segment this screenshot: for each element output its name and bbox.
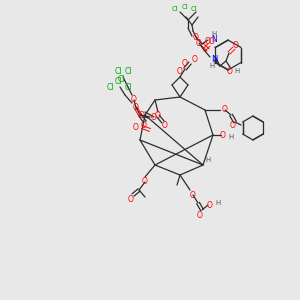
Text: O: O <box>133 103 139 112</box>
Text: Cl: Cl <box>114 68 122 76</box>
Text: Cl: Cl <box>190 6 197 12</box>
Text: O: O <box>227 68 233 76</box>
Text: N: N <box>211 56 217 64</box>
Text: O: O <box>182 58 188 68</box>
Text: Cl: Cl <box>117 74 125 83</box>
Text: O: O <box>209 37 215 46</box>
Text: O: O <box>177 67 183 76</box>
Text: H: H <box>209 63 214 69</box>
Text: O: O <box>190 190 196 200</box>
Text: H: H <box>228 134 234 140</box>
Text: O: O <box>193 32 199 41</box>
Text: O: O <box>205 38 211 46</box>
Text: O: O <box>141 122 147 130</box>
Text: Cl: Cl <box>124 68 132 76</box>
Text: H: H <box>234 68 240 74</box>
Text: O: O <box>133 122 139 131</box>
Text: H: H <box>212 31 217 37</box>
Text: N: N <box>211 34 217 43</box>
Text: O: O <box>230 122 236 130</box>
Text: O: O <box>196 38 202 47</box>
Text: O: O <box>162 122 168 130</box>
Text: O: O <box>197 211 203 220</box>
Text: H: H <box>215 200 220 206</box>
Text: Cl: Cl <box>114 76 122 85</box>
Text: O: O <box>131 95 137 104</box>
Text: O: O <box>128 196 134 205</box>
Text: O: O <box>192 56 198 64</box>
Text: O: O <box>222 106 228 115</box>
Text: Cl: Cl <box>106 82 114 91</box>
Text: O: O <box>207 200 213 209</box>
Text: O: O <box>155 112 161 121</box>
Text: O: O <box>233 40 239 50</box>
Text: O: O <box>142 178 148 187</box>
Text: Cl: Cl <box>124 82 132 91</box>
Text: O: O <box>220 130 226 140</box>
Text: Cl: Cl <box>182 4 188 10</box>
Text: O: O <box>151 112 157 122</box>
Text: H: H <box>206 157 211 163</box>
Text: O: O <box>139 112 145 121</box>
Text: Cl: Cl <box>172 6 178 12</box>
